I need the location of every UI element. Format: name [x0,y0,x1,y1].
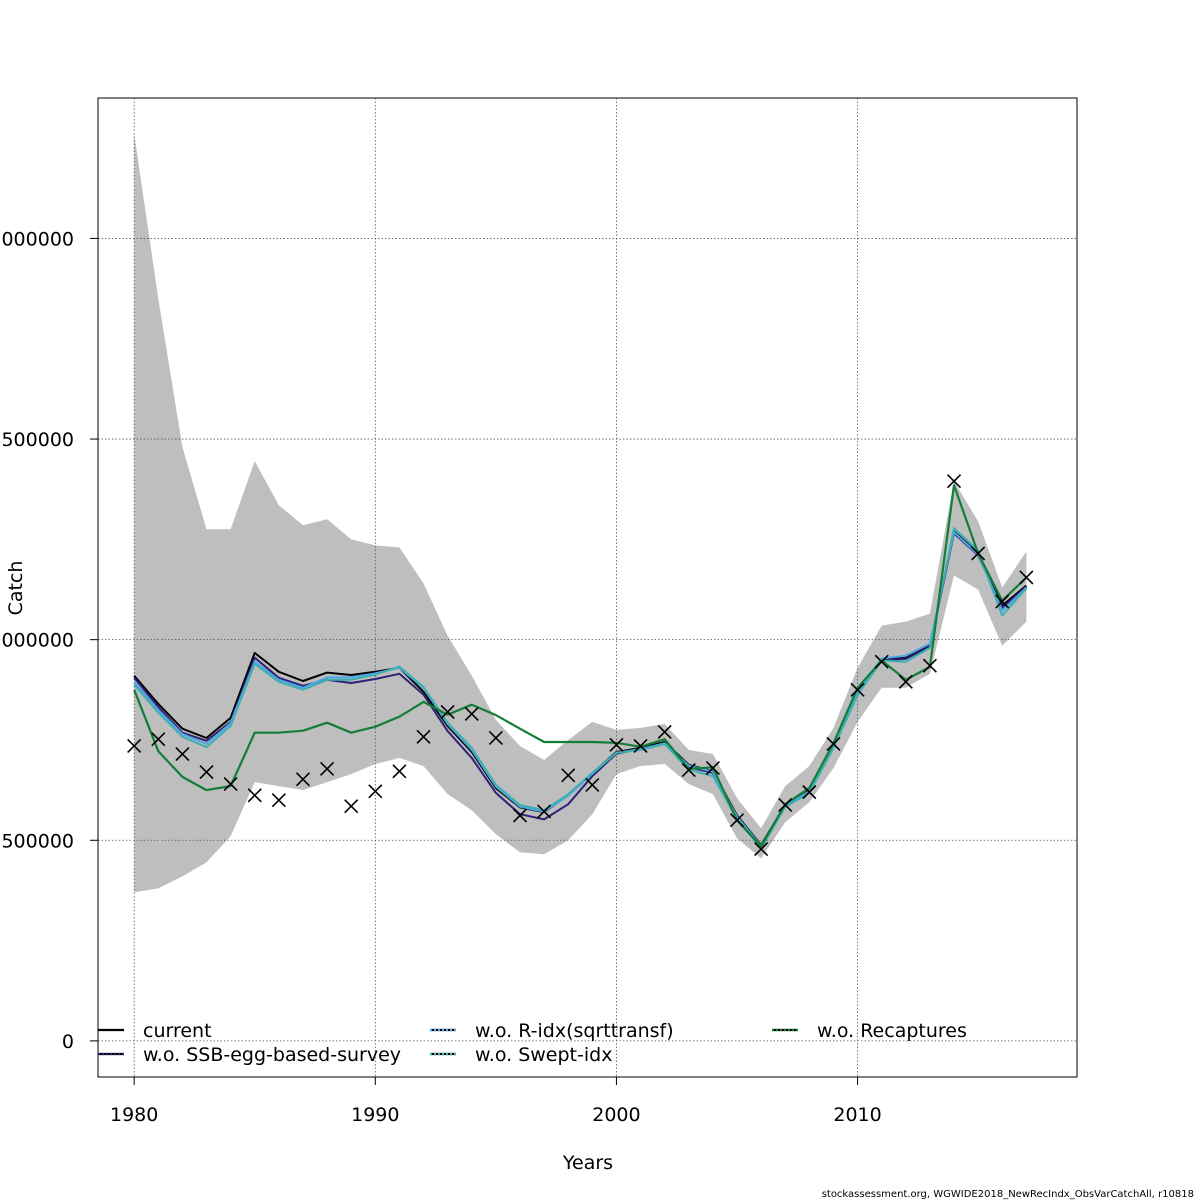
observed-point [705,760,720,776]
x-tick-label: 1990 [351,1104,399,1126]
observed-point [850,682,865,697]
observed-point [754,842,769,857]
confidence-band-area [134,134,1027,893]
legend-item: w.o. R-idx(sqrttransf) [430,1020,674,1042]
observed-point [729,813,745,828]
y-tick-label: 2000000 [0,228,74,250]
x-tick-label: 1980 [110,1104,158,1126]
y-tick-label: 1000000 [0,630,74,652]
legend-label: w.o. Recaptures [817,1020,967,1042]
observed-point [464,706,479,721]
legend-item: w.o. SSB-egg-based-survey [98,1044,401,1066]
observed-point [681,762,696,778]
observed-point [320,761,335,776]
y-tick-label: 1500000 [0,429,74,451]
observed-point [247,788,262,803]
observed-point [585,777,600,792]
footer-credit: stockassessment.org, WGWIDE2018_NewRecIn… [822,1189,1194,1200]
observed-point [1019,570,1034,585]
observed-point [199,764,214,780]
observed-point [295,772,311,787]
legend-label: w.o. Swept-idx [475,1044,612,1066]
observed-point [488,730,503,746]
observed-points [127,474,1034,857]
observed-point [633,738,648,754]
x-axis: 1980 1990 2000 2010 [110,1077,882,1126]
legend-item: w.o. Recaptures [772,1020,967,1042]
observed-point [416,729,431,744]
observed-point [971,546,986,561]
x-tick-label: 2010 [833,1104,881,1126]
observed-point [561,768,576,783]
x-tick-label: 2000 [592,1104,640,1126]
observed-point [778,797,793,813]
observed-point [922,658,937,673]
observed-point [537,804,552,819]
observed-point [223,777,238,792]
confidence-band [134,134,1027,893]
legend-item: current [98,1020,212,1042]
observed-point [946,474,962,489]
observed-point [368,784,383,799]
grid [98,98,1077,1077]
observed-point [151,732,166,747]
observed-point [609,737,624,752]
observed-point [874,654,889,669]
y-tick-label: 0 [62,1031,74,1053]
y-axis: 0 500000 1000000 1500000 2000000 [0,228,98,1053]
observed-point [995,594,1010,609]
observed-point [344,799,359,814]
observed-point [175,746,190,762]
observed-point [271,793,286,808]
observed-point [657,724,672,740]
legend-label: w.o. R-idx(sqrttransf) [475,1020,674,1042]
observed-point [127,738,142,754]
legend-label: w.o. SSB-egg-based-survey [143,1044,401,1066]
plot-frame [97,97,1078,1078]
observed-point [802,785,817,800]
observed-point [392,764,407,779]
observed-point [512,808,528,823]
y-axis-title: Catch [5,561,27,616]
x-axis-title: Years [562,1152,613,1174]
y-tick-label: 500000 [1,830,74,852]
legend-item: w.o. Swept-idx [430,1044,612,1066]
observed-point [898,674,913,689]
observed-point [440,704,455,719]
legend-label: current [143,1020,212,1042]
observed-point [826,736,841,752]
